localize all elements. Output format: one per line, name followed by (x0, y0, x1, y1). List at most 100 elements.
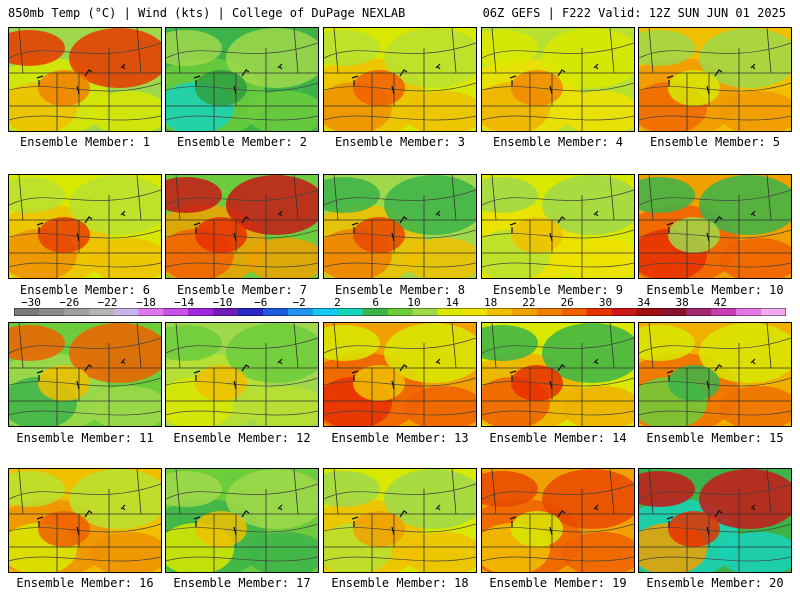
colorbar-segment (362, 308, 389, 316)
ensemble-member-label: Ensemble Member: 6 (19, 283, 151, 297)
colorbar-segment (88, 308, 115, 316)
ensemble-member-label: Ensemble Member: 10 (646, 283, 784, 297)
colorbar-segment (536, 308, 563, 316)
colorbar-segment (238, 308, 264, 316)
ensemble-member-label: Ensemble Member: 11 (16, 431, 154, 445)
colorbar-tick: 34 (637, 296, 651, 309)
ensemble-member-label: Ensemble Member: 16 (16, 576, 154, 590)
temperature-field (166, 28, 318, 131)
ensemble-member-label: Ensemble Member: 18 (331, 576, 469, 590)
ensemble-member-label: Ensemble Member: 3 (334, 135, 466, 149)
colorbar-tick: 42 (713, 296, 728, 309)
colorbar-segment (188, 308, 214, 316)
ensemble-member-map (481, 468, 635, 573)
ensemble-member-label: Ensemble Member: 7 (176, 283, 308, 297)
ensemble-member-label: Ensemble Member: 14 (489, 431, 627, 445)
colorbar-segment (14, 308, 40, 316)
temperature-field (166, 175, 318, 278)
ensemble-member-map (481, 174, 635, 279)
temperature-field (166, 323, 318, 426)
temperature-field (639, 469, 791, 572)
colorbar-tick: 26 (560, 296, 574, 309)
colorbar-segment (711, 308, 737, 316)
ensemble-member-map (638, 322, 792, 427)
colorbar-tick: 14 (445, 296, 459, 309)
ensemble-member-map (8, 174, 162, 279)
temperature-field (639, 28, 791, 131)
temperature-field (166, 469, 318, 572)
colorbar-tick: 38 (675, 296, 689, 309)
colorbar-segment (163, 308, 189, 316)
temperature-field (482, 175, 634, 278)
colorbar-segment (337, 308, 364, 316)
colorbar-segment (586, 308, 613, 316)
colorbar-segment (387, 308, 413, 316)
colorbar-segment (113, 308, 140, 316)
ensemble-member-label: Ensemble Member: 4 (492, 135, 624, 149)
ensemble-member-map (8, 27, 162, 132)
colorbar-segment (263, 308, 289, 316)
temperature-field (324, 469, 476, 572)
colorbar-segment (138, 308, 164, 316)
colorbar-segment (611, 308, 638, 316)
ensemble-member-map (165, 174, 319, 279)
temperature-field (482, 28, 634, 131)
colorbar-segment (561, 308, 588, 316)
colorbar-segment (686, 308, 712, 316)
colorbar-tick: 10 (407, 296, 421, 309)
ensemble-member-map (323, 468, 477, 573)
ensemble-member-map (8, 322, 162, 427)
colorbar-tick: 6 (372, 296, 379, 309)
colorbar-tick: 22 (522, 296, 536, 309)
colorbar-segment (462, 308, 488, 316)
colorbar-tick: −10 (212, 296, 233, 309)
ensemble-member-label: Ensemble Member: 9 (492, 283, 624, 297)
run-valid-time: 06Z GEFS | F222 Valid: 12Z SUN JUN 01 20… (482, 6, 786, 20)
colorbar-tick: −18 (135, 296, 156, 309)
ensemble-member-map (481, 322, 635, 427)
ensemble-member-label: Ensemble Member: 19 (489, 576, 627, 590)
ensemble-member-map (323, 322, 477, 427)
temperature-field (324, 28, 476, 131)
temperature-field (639, 175, 791, 278)
ensemble-member-map (323, 27, 477, 132)
colorbar-tick: −6 (254, 296, 268, 309)
colorbar-segment (38, 308, 65, 316)
temperature-field (324, 323, 476, 426)
ensemble-member-label: Ensemble Member: 12 (173, 431, 311, 445)
ensemble-member-label: Ensemble Member: 8 (334, 283, 466, 297)
colorbar-tick: 30 (598, 296, 613, 309)
ensemble-member-label: Ensemble Member: 1 (19, 135, 151, 149)
colorbar-tick: 18 (483, 296, 498, 309)
colorbar-segment (761, 308, 786, 316)
ensemble-member-map (165, 27, 319, 132)
ensemble-member-label: Ensemble Member: 15 (646, 431, 784, 445)
colorbar-segment (437, 308, 463, 316)
ensemble-member-label: Ensemble Member: 17 (173, 576, 311, 590)
ensemble-member-map (165, 468, 319, 573)
ensemble-member-map (323, 174, 477, 279)
colorbar-segment (312, 308, 339, 316)
colorbar-segment (213, 308, 239, 316)
ensemble-member-map (638, 27, 792, 132)
temperature-field (324, 175, 476, 278)
ensemble-member-label: Ensemble Member: 5 (649, 135, 781, 149)
temperature-field (9, 175, 161, 278)
colorbar-tick: −2 (292, 296, 306, 309)
colorbar-segment (63, 308, 90, 316)
ensemble-member-label: Ensemble Member: 20 (646, 576, 784, 590)
ensemble-member-label: Ensemble Member: 13 (331, 431, 469, 445)
colorbar-tick: −26 (59, 296, 80, 309)
colorbar-tick: 2 (334, 296, 341, 309)
colorbar-segment (487, 308, 513, 316)
colorbar-segment (661, 308, 687, 316)
temperature-field (9, 469, 161, 572)
ensemble-member-label: Ensemble Member: 2 (176, 135, 308, 149)
temperature-field (9, 28, 161, 131)
colorbar-segment (736, 308, 762, 316)
ensemble-member-map (638, 174, 792, 279)
temperature-field (482, 323, 634, 426)
temperature-field (482, 469, 634, 572)
ensemble-member-map (638, 468, 792, 573)
ensemble-member-map (165, 322, 319, 427)
